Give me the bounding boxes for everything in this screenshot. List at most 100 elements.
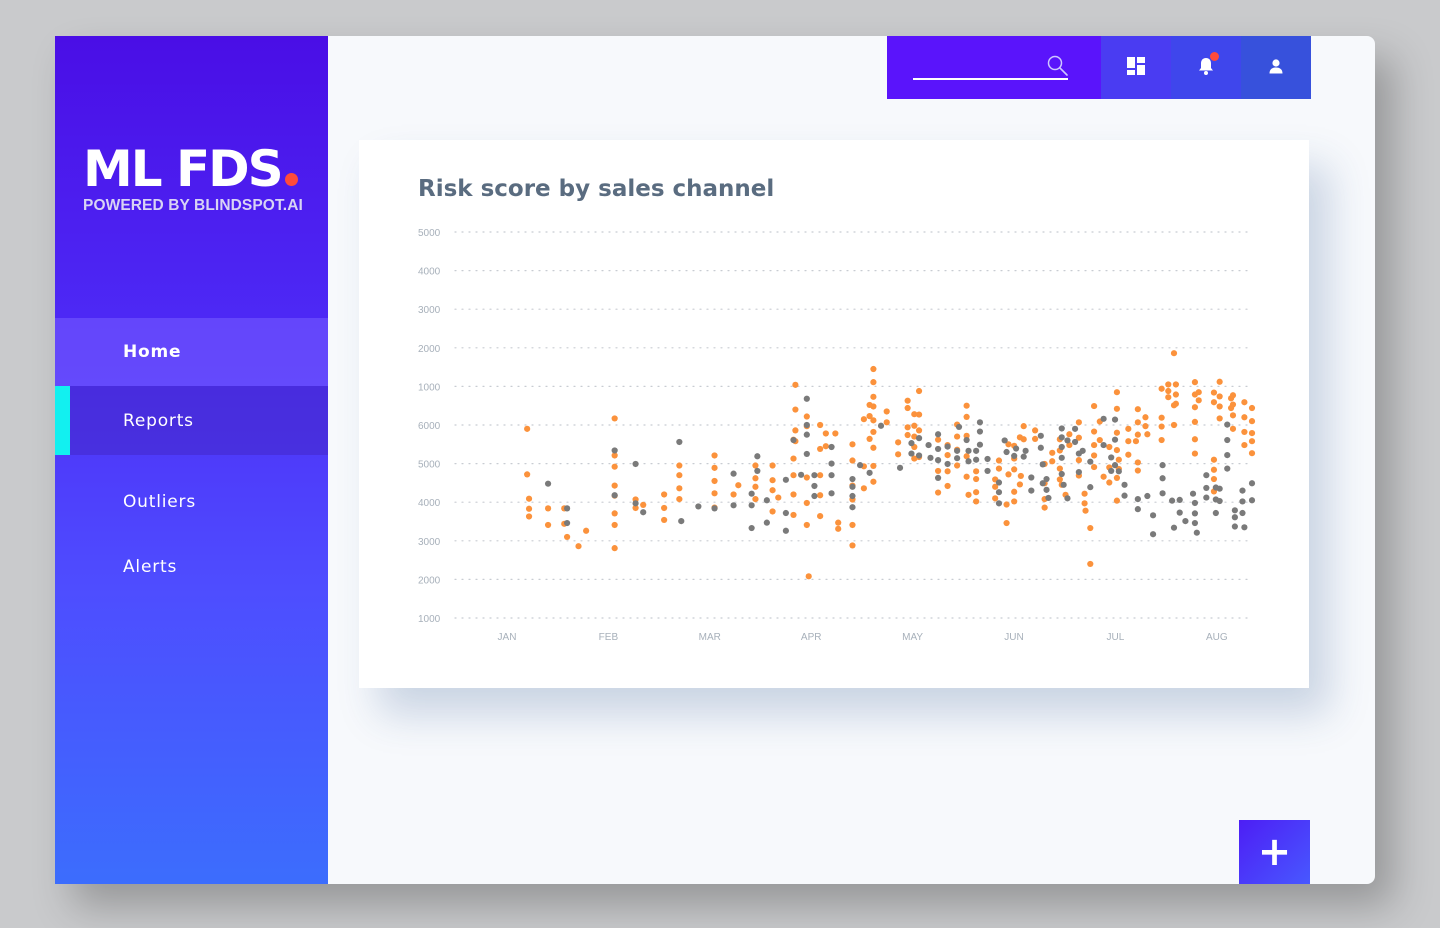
data-point-gray: [1003, 448, 1010, 456]
data-point-orange: [1195, 397, 1202, 404]
data-point-orange: [963, 413, 970, 420]
data-point-orange: [611, 452, 618, 459]
data-point-orange: [1241, 399, 1248, 406]
data-point-orange: [835, 519, 842, 526]
data-point-orange: [544, 505, 552, 512]
data-point-orange: [870, 417, 877, 424]
data-point-gray: [1231, 507, 1238, 514]
add-button[interactable]: +: [1239, 820, 1310, 884]
sidebar: ML FDS POWERED BY BLINDSPOT.AI Home Repo…: [55, 36, 328, 884]
x-tick-label: AUG: [1206, 632, 1228, 643]
data-point-orange: [805, 573, 812, 580]
data-point-gray: [973, 447, 980, 454]
sidebar-item-outliers[interactable]: Outliers: [55, 468, 328, 536]
data-point-gray: [984, 467, 991, 475]
data-point-orange: [711, 452, 718, 459]
data-point-gray: [866, 469, 873, 476]
data-point-gray: [1149, 531, 1157, 538]
data-point-gray: [803, 395, 810, 402]
data-point-gray: [1111, 416, 1119, 423]
data-point-gray: [849, 483, 856, 490]
data-point-gray: [934, 445, 942, 453]
data-point-gray: [1100, 415, 1107, 422]
data-point-gray: [1134, 496, 1141, 503]
data-point-orange: [1195, 389, 1202, 396]
data-point-gray: [798, 471, 805, 478]
data-point-orange: [1125, 438, 1132, 445]
notifications-button[interactable]: [1171, 36, 1241, 99]
data-point-orange: [1087, 524, 1094, 532]
data-point-orange: [911, 422, 918, 429]
search-icon[interactable]: [1046, 54, 1070, 78]
data-point-orange: [1041, 504, 1048, 511]
y-tick-label: 4000: [418, 498, 441, 509]
data-point-gray: [1134, 506, 1141, 513]
data-point-orange: [1087, 560, 1094, 568]
data-point-gray: [896, 464, 904, 471]
data-point-orange: [711, 490, 718, 497]
data-point-gray: [782, 509, 789, 517]
data-point-orange: [1106, 479, 1113, 486]
data-point-orange: [769, 487, 776, 494]
data-point-orange: [583, 527, 590, 534]
data-point-gray: [828, 490, 835, 497]
data-point-orange: [1134, 419, 1141, 426]
data-point-orange: [1144, 431, 1151, 438]
data-point-orange: [1229, 401, 1237, 408]
data-point-orange: [1134, 467, 1141, 474]
data-point-gray: [754, 453, 761, 460]
search-input[interactable]: [913, 58, 1068, 80]
data-point-gray: [1058, 470, 1065, 478]
data-point-orange: [1005, 441, 1012, 448]
data-point-gray: [564, 519, 571, 527]
data-point-orange: [1081, 490, 1088, 497]
data-point-orange: [803, 413, 810, 420]
data-point-gray: [963, 436, 970, 444]
data-point-gray: [1248, 497, 1256, 504]
dashboard-button[interactable]: [1101, 36, 1171, 99]
data-point-orange: [1216, 415, 1223, 422]
sidebar-item-home[interactable]: Home: [55, 318, 328, 386]
data-point-gray: [995, 479, 1003, 486]
data-point-gray: [1168, 497, 1176, 504]
y-tick-label: 3000: [418, 537, 441, 548]
data-point-gray: [544, 480, 552, 487]
data-point-gray: [1159, 462, 1166, 469]
data-point-orange: [1229, 412, 1237, 419]
data-point-orange: [1248, 404, 1256, 412]
data-point-orange: [1142, 414, 1149, 421]
data-point-gray: [1239, 509, 1246, 517]
data-point-orange: [1100, 473, 1107, 480]
data-point-orange: [866, 413, 873, 420]
sidebar-item-reports[interactable]: Reports: [55, 386, 328, 455]
data-point-gray: [976, 419, 984, 426]
data-point-orange: [1090, 463, 1098, 471]
data-point-gray: [1170, 524, 1178, 531]
data-point-gray: [976, 441, 984, 448]
data-point-orange: [1248, 418, 1256, 425]
data-point-gray: [1043, 475, 1050, 483]
sidebar-item-alerts[interactable]: Alerts: [55, 533, 328, 601]
data-point-orange: [934, 489, 942, 496]
data-point-orange: [895, 439, 902, 446]
data-point-gray: [611, 492, 618, 499]
data-point-gray: [632, 500, 639, 507]
data-point-orange: [1210, 466, 1218, 473]
data-point-orange: [1003, 519, 1010, 527]
data-point-orange: [1165, 387, 1172, 395]
data-point-orange: [1248, 450, 1256, 457]
data-point-orange: [661, 516, 668, 524]
logo-title: ML FDS: [83, 144, 303, 194]
data-point-orange: [1191, 450, 1199, 457]
data-point-gray: [915, 452, 923, 459]
data-point-orange: [1134, 406, 1141, 413]
data-point-orange: [911, 411, 918, 418]
logo: ML FDS POWERED BY BLINDSPOT.AI: [83, 144, 303, 215]
user-button[interactable]: [1241, 36, 1311, 99]
data-point-orange: [817, 492, 824, 499]
data-point-orange: [1090, 402, 1098, 410]
data-point-gray: [877, 422, 885, 429]
data-point-gray: [1039, 461, 1046, 468]
data-point-orange: [1172, 391, 1179, 398]
data-point-orange: [1165, 381, 1172, 388]
